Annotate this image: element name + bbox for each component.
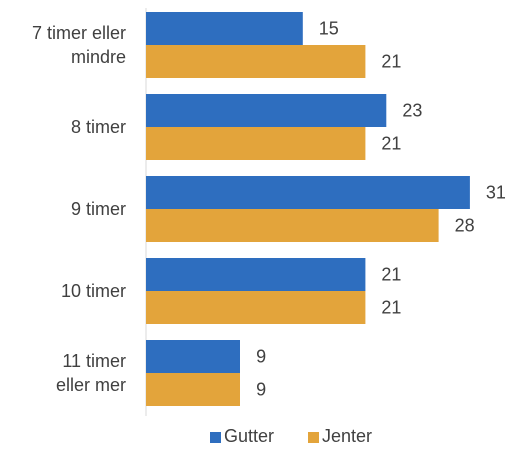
category-label-line: 10 timer <box>61 281 126 301</box>
bar-gutter <box>146 258 366 291</box>
bar-gutter <box>146 12 303 45</box>
category-label: 8 timer <box>71 117 126 137</box>
data-label: 23 <box>402 101 422 121</box>
category-label: 9 timer <box>71 199 126 219</box>
data-label: 9 <box>256 380 266 400</box>
bar-gutter <box>146 340 240 373</box>
data-label: 9 <box>256 347 266 367</box>
data-label: 28 <box>455 216 475 236</box>
bar-gutter <box>146 94 387 127</box>
category-label-line: 7 timer eller <box>32 23 126 43</box>
data-label: 21 <box>381 134 401 154</box>
data-label: 21 <box>381 298 401 318</box>
category-label: 11 timer eller mer <box>56 351 126 395</box>
legend-label: Jenter <box>322 426 372 446</box>
data-label: 15 <box>319 19 339 39</box>
bar-gutter <box>146 176 470 209</box>
legend-label: Gutter <box>224 426 274 446</box>
category-label-line: 11 timer <box>62 351 126 371</box>
category-label-line: mindre <box>71 47 126 67</box>
category-label: 7 timer eller mindre <box>32 23 126 67</box>
bars <box>146 12 470 406</box>
category-label-line: 9 timer <box>71 199 126 219</box>
data-label: 31 <box>486 183 506 203</box>
category-label-line: 8 timer <box>71 117 126 137</box>
bar-jenter <box>146 45 366 78</box>
bar-jenter <box>146 209 439 242</box>
legend-swatch <box>308 432 319 443</box>
category-label-line: eller mer <box>56 375 126 395</box>
bar-jenter <box>146 291 366 324</box>
legend-swatch <box>210 432 221 443</box>
data-label: 21 <box>381 265 401 285</box>
category-labels: 7 timer eller mindre 8 timer 9 timer 10 time… <box>32 23 126 395</box>
data-label: 21 <box>381 52 401 72</box>
bar-jenter <box>146 373 240 406</box>
legend: Gutter Jenter <box>210 426 372 446</box>
category-label: 10 timer <box>61 281 126 301</box>
bar-jenter <box>146 127 366 160</box>
